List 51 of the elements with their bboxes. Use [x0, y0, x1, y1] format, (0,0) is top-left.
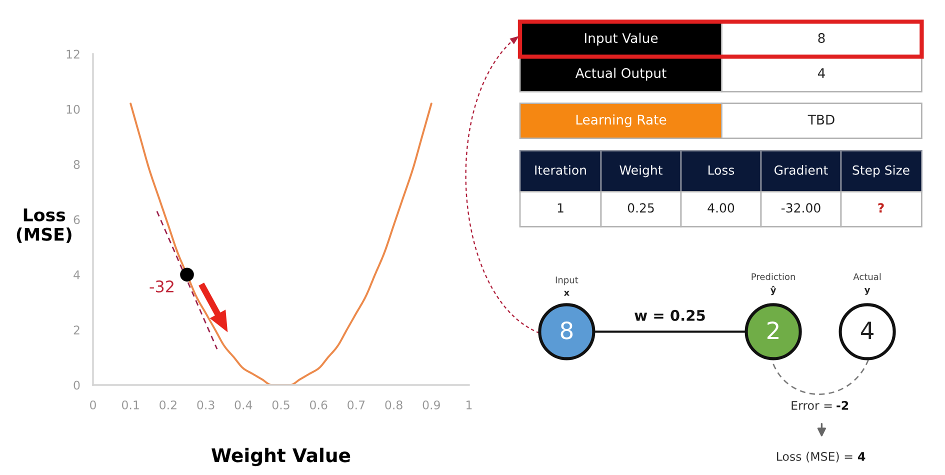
text: Step Size [852, 165, 910, 178]
x-tick-label: 0.9 [422, 400, 440, 410]
y-tick-label: 0 [74, 380, 80, 390]
x-tick-label: 0.7 [348, 400, 365, 410]
text: Gradient [774, 165, 828, 175]
text: 8 [560, 321, 573, 340]
y-axis-title: Loss (MSE) [16, 208, 72, 243]
y-tick-label: 12 [66, 50, 80, 58]
x-tick-label: 0.3 [197, 400, 214, 410]
text: Prediction [752, 273, 795, 280]
text: Learning Rate [576, 114, 666, 128]
x-tick-label: 0.6 [310, 400, 328, 410]
text: x [564, 290, 570, 296]
text: w = 0.25 [634, 310, 705, 321]
text: Weight [620, 165, 662, 178]
text: -2 [836, 400, 848, 410]
text: 4 [860, 322, 874, 340]
text: Actual Output [575, 68, 666, 81]
y-tick-label: 2 [74, 326, 80, 334]
x-tick-label: 1 [466, 400, 472, 410]
text: 8 [818, 33, 825, 44]
text: 1 [558, 203, 564, 212]
annotation: -32 [150, 280, 174, 292]
x-tick-label: 0.2 [160, 400, 176, 410]
text: Input [556, 276, 578, 286]
text: ? [878, 203, 884, 212]
y-tick-label: 8 [74, 160, 80, 169]
text: -32.00 [781, 203, 820, 213]
x-tick-label: 0.4 [234, 400, 252, 410]
text: 2 [768, 321, 778, 340]
text: Loss [708, 166, 734, 175]
x-tick-label: 0.1 [122, 400, 139, 410]
y-tick-label: 6 [74, 215, 80, 224]
y-tick-label: 10 [66, 104, 80, 114]
text: 4.00 [708, 203, 734, 213]
y-tick-label: 4 [74, 270, 80, 280]
text: Loss (MSE) = [777, 452, 852, 462]
text: 4 [818, 68, 825, 78]
text: 0.25 [628, 203, 654, 213]
text: Error = [792, 401, 832, 410]
text: Actual [853, 273, 881, 280]
text: 4 [858, 452, 866, 461]
text: Iteration [535, 165, 586, 175]
x-tick-label: 0 [90, 400, 96, 410]
text: y [864, 288, 870, 295]
text: ŷ [770, 286, 776, 296]
x-tick-label: 0.8 [385, 400, 402, 410]
text: Input Value [585, 32, 658, 46]
text: TBD [808, 114, 834, 124]
x-axis-title: Weight Value [212, 448, 350, 466]
x-tick-label: 0.5 [272, 400, 290, 410]
